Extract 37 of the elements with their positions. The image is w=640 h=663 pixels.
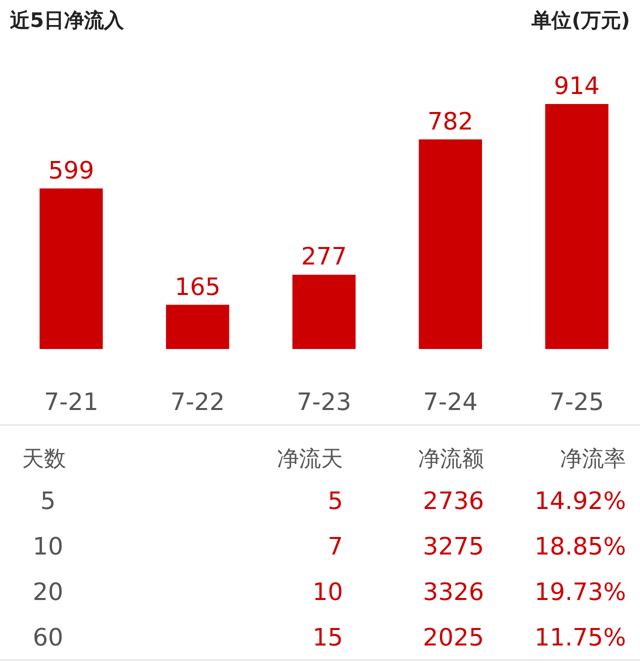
bar [166,304,230,349]
x-tick-label: 7-23 [296,388,352,416]
data-label: 277 [301,242,347,271]
data-label: 782 [427,107,474,136]
bar [545,104,608,349]
text: 2736 [422,487,484,515]
data-label: 165 [174,272,221,301]
category-label: 天数 [22,447,66,472]
data-label: 914 [554,72,600,100]
text: 14.92% [534,487,626,515]
text: 19.73% [534,578,626,606]
text: 3275 [422,532,484,560]
text: 2025 [422,624,484,652]
text: 10 [312,578,343,606]
bar [40,188,103,349]
chart-title: 近5日净流入 [9,8,125,32]
text: 11.75% [534,624,626,652]
text: 7 [328,532,343,560]
data-label: 599 [48,156,94,184]
x-tick-label: 7-24 [423,388,478,416]
text: 18.85% [534,532,626,560]
x-tick-label: 7-22 [170,388,225,416]
x-tick-label: 7-25 [550,388,604,416]
text: 60 [32,624,64,652]
category-label: 净流天 [277,447,343,472]
text: 15 [312,624,343,652]
bar [292,274,356,349]
category-label: 净流额 [418,447,484,472]
bar [418,139,482,349]
x-tick-label: 7-21 [44,388,98,416]
chart-subtitle: 单位(万元) [530,8,630,32]
text: 20 [32,578,64,606]
text: 5 [40,487,56,515]
text: 10 [32,532,64,560]
text: 5 [328,487,343,515]
category-label: 净流率 [560,447,626,472]
text: 3326 [422,578,484,606]
